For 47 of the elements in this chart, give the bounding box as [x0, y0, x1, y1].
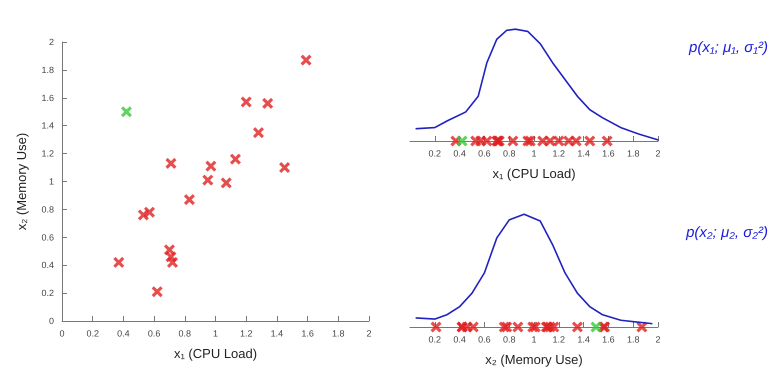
- x-tick-label: 0: [59, 328, 65, 338]
- x-tick-label: 1: [212, 328, 218, 338]
- x-tick-label: 1: [531, 334, 537, 344]
- y-tick-label: 1.8: [41, 64, 54, 75]
- y-axis-title: x₂ (Memory Use): [14, 132, 29, 230]
- x-tick-label: 0.2: [428, 334, 442, 344]
- x-tick-label: 0.4: [453, 334, 466, 344]
- x-tick-label: 0.6: [148, 328, 160, 338]
- x-tick-label: 1.6: [602, 334, 615, 344]
- x-tick-label: 1.8: [626, 148, 640, 158]
- y-tick-label: 1.6: [41, 92, 54, 103]
- x-axis-title: x₂ (Memory Use): [485, 352, 583, 367]
- x-tick-label: 1.4: [270, 328, 284, 338]
- y-tick-label: 0.6: [41, 232, 54, 242]
- x-tick-label: 1.2: [240, 328, 252, 338]
- x-tick-label: 2: [366, 328, 372, 338]
- y-tick-label: 0: [48, 316, 54, 326]
- x-axis-title: x₁ (CPU Load): [174, 346, 258, 361]
- x-tick-label: 0.8: [178, 328, 192, 338]
- x-tick-label: 1.2: [552, 148, 566, 158]
- x-tick-label: 1.6: [301, 328, 314, 338]
- y-tick-label: 1.4: [41, 120, 54, 131]
- x-tick-label: 1.4: [577, 148, 590, 158]
- x-tick-label: 0.6: [478, 148, 491, 158]
- x-tick-label: 0.4: [117, 328, 130, 338]
- x-tick-label: 1.8: [626, 334, 640, 344]
- y-tick-label: 0.2: [41, 288, 54, 298]
- text: p(x₂; μ₂, σ₂²): [685, 224, 768, 241]
- x-tick-label: 0.6: [478, 334, 491, 344]
- y-tick-label: 1: [48, 176, 54, 186]
- x-tick-label: 0.8: [502, 334, 516, 344]
- x-tick-label: 2: [655, 148, 661, 158]
- x-tick-label: 0.8: [502, 148, 516, 158]
- y-tick-label: 0.8: [41, 204, 54, 214]
- x-tick-label: 1.2: [552, 334, 566, 344]
- x-tick-label: 0.4: [453, 148, 466, 158]
- text: p(x₁; μ₁, σ₁²): [688, 39, 768, 56]
- x-tick-label: 1: [531, 148, 537, 158]
- x-tick-label: 1.4: [577, 334, 590, 344]
- x-tick-label: 2: [655, 334, 661, 344]
- x-tick-label: 1.8: [332, 328, 345, 338]
- x-tick-label: 0.2: [86, 328, 99, 338]
- x-tick-label: 1.6: [602, 148, 615, 158]
- x-tick-label: 0.2: [428, 148, 442, 158]
- x-axis-title: x₁ (CPU Load): [492, 166, 576, 181]
- y-tick-label: 2: [48, 37, 54, 47]
- y-tick-label: 0.4: [41, 260, 54, 270]
